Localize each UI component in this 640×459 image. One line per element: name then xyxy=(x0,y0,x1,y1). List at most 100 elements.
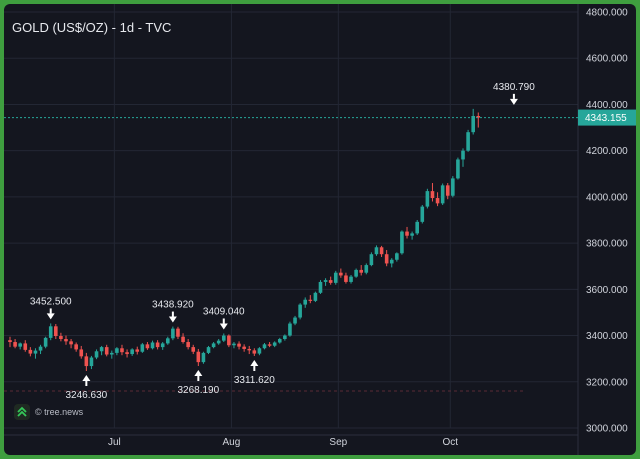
candle xyxy=(283,334,287,341)
y-tick-label: 4200.000 xyxy=(586,146,628,157)
candle-body xyxy=(237,343,241,347)
candle-body xyxy=(171,328,175,339)
candle xyxy=(84,352,89,372)
candle xyxy=(18,342,22,350)
low-annotation: 3246.630 xyxy=(65,375,108,401)
candle xyxy=(461,148,465,167)
candle xyxy=(247,345,252,355)
last-price-label: 4343.155 xyxy=(585,113,627,124)
candle-body xyxy=(425,191,430,207)
candle-body xyxy=(313,292,318,301)
candle-body xyxy=(54,326,58,337)
candle xyxy=(48,323,53,341)
candle xyxy=(74,342,78,352)
candle-body xyxy=(211,343,216,348)
candle-body xyxy=(18,343,22,347)
candle-body xyxy=(257,348,262,354)
candle-body xyxy=(344,275,348,282)
low-annotation: 3311.620 xyxy=(234,359,275,386)
candle xyxy=(344,272,348,284)
candle-body xyxy=(181,336,185,343)
candle-body xyxy=(420,206,425,222)
candle xyxy=(318,280,323,294)
candle-body xyxy=(277,339,282,343)
candle xyxy=(13,339,17,349)
candle xyxy=(216,339,221,345)
candle xyxy=(400,230,404,255)
high-annotation: 3438.920 xyxy=(152,300,194,323)
annotation-label: 4380.790 xyxy=(493,82,535,93)
candle-body xyxy=(451,178,455,196)
candle xyxy=(196,348,201,367)
candle xyxy=(145,342,150,350)
candle-body xyxy=(69,341,73,345)
candle xyxy=(89,355,94,370)
candle-body xyxy=(318,281,323,293)
candle xyxy=(435,192,440,207)
candle xyxy=(354,268,358,278)
candle xyxy=(69,339,73,349)
candle xyxy=(120,344,124,356)
candle-body xyxy=(89,357,94,367)
candle xyxy=(364,263,369,275)
candle-body xyxy=(283,335,287,340)
candle-body xyxy=(165,338,170,344)
candle-body xyxy=(74,344,78,350)
candle-body xyxy=(303,299,308,305)
candle-body xyxy=(374,247,379,255)
down-arrow-icon xyxy=(168,316,177,323)
down-arrow-icon xyxy=(219,323,228,330)
candle xyxy=(476,112,481,128)
chart-panel[interactable]: Jul Aug Sep Oct 3000.000 3200.000 3400.000 3600… xyxy=(4,4,636,455)
candle-body xyxy=(369,254,374,266)
candle-body xyxy=(227,335,231,346)
candle xyxy=(395,252,399,262)
candle-body xyxy=(130,349,134,355)
candle xyxy=(232,342,236,349)
candle-body xyxy=(221,335,226,341)
candle-body xyxy=(216,340,221,344)
candle xyxy=(64,335,68,345)
candle-body xyxy=(48,326,53,338)
candle-body xyxy=(389,259,394,264)
candle xyxy=(466,129,470,152)
candle xyxy=(155,340,160,350)
candle xyxy=(313,291,318,303)
candle xyxy=(430,183,435,202)
candle xyxy=(227,334,231,348)
price-chart[interactable]: Jul Aug Sep Oct 3000.000 3200.000 3400.000 3600… xyxy=(4,4,636,455)
candle-body xyxy=(135,349,140,352)
candle-body xyxy=(262,344,267,349)
candle-body xyxy=(99,347,104,352)
candle xyxy=(38,344,43,355)
candle xyxy=(420,204,425,224)
y-tick-label: 4800.000 xyxy=(586,8,628,19)
candle xyxy=(221,333,226,343)
chart-title: GOLD (US$/OZ) - 1d - TVC xyxy=(12,20,172,35)
candle-body xyxy=(196,351,201,363)
candle-body xyxy=(293,317,297,324)
candle xyxy=(410,231,414,240)
annotation-label: 3452.500 xyxy=(30,296,72,307)
candle-body xyxy=(440,185,445,204)
candle xyxy=(94,349,99,360)
candle xyxy=(181,333,185,344)
candle xyxy=(206,345,211,355)
candle xyxy=(150,340,155,350)
candle xyxy=(349,275,353,284)
candle xyxy=(333,270,338,285)
x-tick-label: Jul xyxy=(108,437,121,448)
candle-body xyxy=(354,269,358,277)
candle xyxy=(110,350,114,359)
candle-body xyxy=(461,150,465,160)
y-tick-label: 3800.000 xyxy=(586,239,628,250)
candle-body xyxy=(247,348,252,351)
candle xyxy=(323,278,328,286)
candle xyxy=(237,341,241,350)
candle-body xyxy=(349,276,353,282)
candle-body xyxy=(379,247,384,255)
candle xyxy=(176,326,180,340)
candle-body xyxy=(104,347,109,355)
candle-body xyxy=(28,349,33,354)
up-arrow-icon xyxy=(82,375,91,382)
